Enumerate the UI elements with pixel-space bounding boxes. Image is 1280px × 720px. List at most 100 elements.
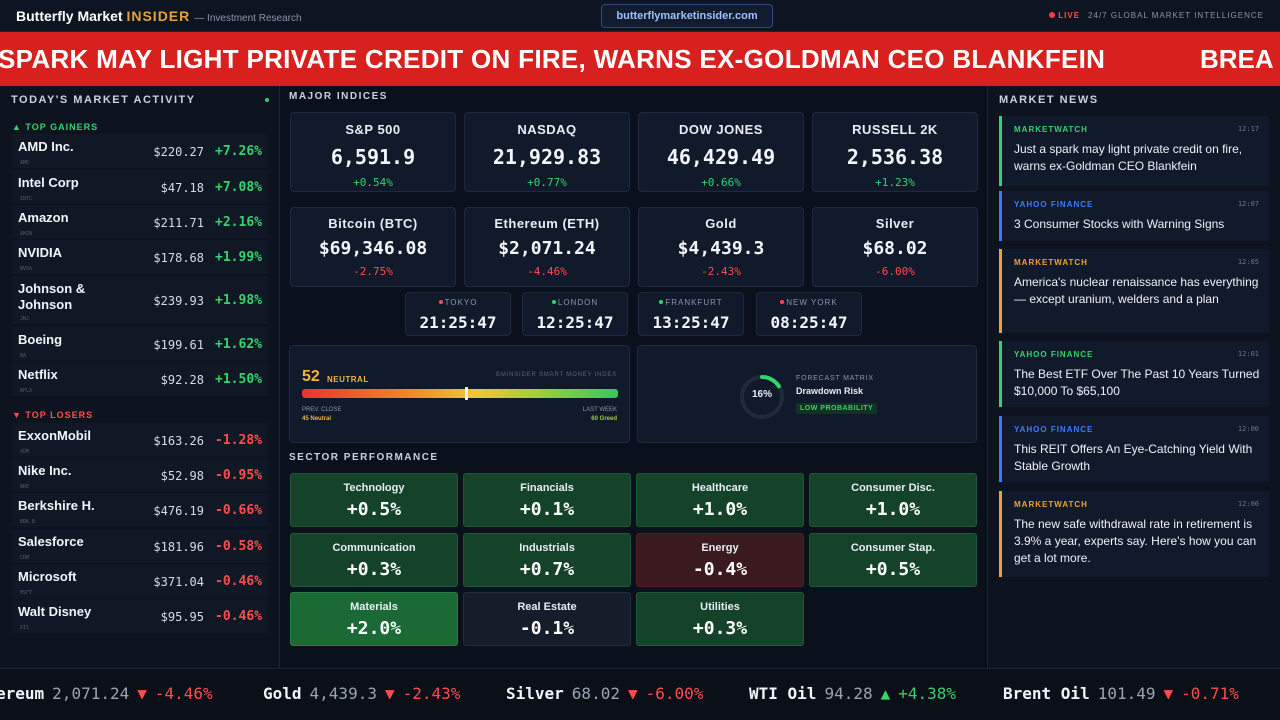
stock-row[interactable]: NVIDIA NVDA $178.68 +1.99% bbox=[12, 240, 268, 274]
stock-row[interactable]: Berkshire H. BRK.B $476.19 -0.66% bbox=[12, 493, 268, 527]
stock-row[interactable]: ExxonMobil XOM $163.26 -1.28% bbox=[12, 423, 268, 457]
index-card[interactable]: NASDAQ 21,929.83 +0.77% bbox=[464, 112, 630, 192]
index-name: Silver bbox=[875, 216, 915, 231]
stock-row[interactable]: Netflix NFLX $92.28 +1.50% bbox=[12, 362, 268, 396]
sector-tile[interactable]: Consumer Stap. +0.5% bbox=[809, 532, 977, 587]
stock-name: Amazon bbox=[18, 210, 69, 225]
sector-tile[interactable]: Industrials +0.7% bbox=[463, 532, 631, 587]
news-item[interactable]: YAHOO FINANCE 12:00 This REIT Offers An Ey… bbox=[999, 416, 1269, 482]
index-card[interactable]: Ethereum (ETH) $2,071.24 -4.46% bbox=[464, 207, 630, 287]
stock-name: Intel Corp bbox=[18, 175, 79, 190]
news-item[interactable]: MARKETWATCH 12:05 America's nuclear renais… bbox=[999, 249, 1269, 333]
sector-change: +0.3% bbox=[692, 618, 748, 639]
breaking-news-banner[interactable]: SPARK MAY LIGHT PRIVATE CREDIT ON FIRE, … bbox=[0, 32, 1280, 86]
stock-name: Walt Disney bbox=[18, 604, 92, 619]
sector-tile[interactable]: Energy -0.4% bbox=[636, 532, 804, 587]
brand-logo[interactable]: Butterfly Market INSIDER — Investment Res… bbox=[16, 8, 302, 24]
stock-price: $92.28 bbox=[160, 373, 204, 387]
stock-name: Nike Inc. bbox=[18, 463, 72, 478]
major-indices-title: MAJOR INDICES bbox=[289, 91, 388, 102]
clock-city: TOKYO bbox=[406, 298, 510, 307]
stock-row[interactable]: Boeing BA $199.61 +1.62% bbox=[12, 327, 268, 361]
world-clock-new-york: NEW YORK 08:25:47 bbox=[756, 292, 862, 336]
index-value: 21,929.83 bbox=[492, 145, 602, 169]
market-activity-title: TODAY'S MARKET ACTIVITY bbox=[11, 94, 196, 106]
news-headline: Just a spark may light private credit on… bbox=[1014, 142, 1243, 173]
index-change: +0.54% bbox=[353, 176, 393, 189]
stock-row[interactable]: Salesforce CRM $181.96 -0.58% bbox=[12, 529, 268, 563]
clock-city: NEW YORK bbox=[757, 298, 861, 307]
clock-status-dot-icon bbox=[780, 300, 785, 304]
news-time: 12:00 bbox=[1237, 500, 1259, 508]
smart-money-index-card[interactable]: 52 NEUTRAL BMINSIDER SMART MONEY INDEX P… bbox=[289, 345, 630, 443]
stock-name: Salesforce bbox=[18, 534, 84, 549]
ticker-name: Brent Oil bbox=[1003, 684, 1090, 703]
news-item[interactable]: YAHOO FINANCE 12:07 3 Consumer Stocks with… bbox=[999, 191, 1269, 241]
sector-tile[interactable]: Consumer Disc. +1.0% bbox=[809, 473, 977, 527]
stock-row[interactable]: Johnson & Johnson JNJ $239.93 +1.98% bbox=[12, 276, 268, 324]
index-card[interactable]: Gold $4,439.3 -2.43% bbox=[638, 207, 804, 287]
top-losers-label: ▼ TOP LOSERS bbox=[12, 410, 94, 420]
index-card[interactable]: S&P 500 6,591.9 +0.54% bbox=[290, 112, 456, 192]
sector-name: Consumer Stap. bbox=[850, 541, 936, 554]
index-card[interactable]: Bitcoin (BTC) $69,346.08 -2.75% bbox=[290, 207, 456, 287]
sentiment-index-name: BMINSIDER SMART MONEY INDEX bbox=[496, 372, 617, 378]
sector-tile[interactable]: Materials +2.0% bbox=[290, 592, 458, 646]
ticker-price: 2,071.24 bbox=[52, 684, 130, 703]
stock-change: -0.46% bbox=[215, 574, 262, 589]
news-item[interactable]: YAHOO FINANCE 12:01 The Best ETF Over The … bbox=[999, 341, 1269, 407]
arrow-down-icon: ▼ bbox=[1163, 684, 1174, 703]
news-source: YAHOO FINANCE bbox=[1014, 350, 1094, 359]
ticker-item[interactable]: Brent Oil 101.49 ▼ -0.71% bbox=[1003, 684, 1239, 703]
stock-row[interactable]: AMD Inc. AMD $220.27 +7.26% bbox=[12, 134, 268, 168]
status-dot-icon bbox=[265, 98, 269, 102]
news-item[interactable]: MARKETWATCH 12:00 The new safe withdrawal … bbox=[999, 491, 1269, 577]
stock-row[interactable]: Intel Corp INTC $47.18 +7.08% bbox=[12, 170, 268, 204]
index-name: RUSSELL 2K bbox=[852, 122, 938, 137]
sector-tile[interactable]: Healthcare +1.0% bbox=[636, 473, 804, 527]
stock-price: $371.04 bbox=[153, 575, 204, 589]
sector-tile[interactable]: Technology +0.5% bbox=[290, 473, 458, 527]
index-card[interactable]: RUSSELL 2K 2,536.38 +1.23% bbox=[812, 112, 978, 192]
stock-ticker: MSFT bbox=[20, 590, 33, 596]
sector-change: +0.3% bbox=[346, 558, 402, 580]
world-clock-tokyo: TOKYO 21:25:47 bbox=[405, 292, 511, 336]
ticker-item[interactable]: ereum 2,071.24 ▼ -4.46% bbox=[0, 684, 213, 703]
ticker-change: +4.38% bbox=[898, 684, 957, 703]
index-card[interactable]: DOW JONES 46,429.49 +0.66% bbox=[638, 112, 804, 192]
stock-price: $95.95 bbox=[160, 610, 204, 624]
news-item[interactable]: MARKETWATCH 12:17 Just a spark may light p… bbox=[999, 116, 1269, 186]
stock-name: Netflix bbox=[18, 367, 58, 382]
sector-name: Materials bbox=[350, 601, 398, 613]
ticker-item[interactable]: Silver 68.02 ▼ -6.00% bbox=[506, 684, 703, 703]
brand-accent: INSIDER bbox=[126, 8, 191, 24]
previous-close: PREV. CLOSE 45 Neutral bbox=[302, 406, 341, 424]
live-tagline: 24/7 GLOBAL MARKET INTELLIGENCE bbox=[1088, 11, 1264, 20]
stock-ticker: AMZN bbox=[20, 231, 33, 237]
ticker-change: -6.00% bbox=[645, 684, 704, 703]
stock-change: +7.08% bbox=[215, 180, 262, 195]
ticker-item[interactable]: WTI Oil 94.28 ▲ +4.38% bbox=[749, 684, 956, 703]
stock-price: $220.27 bbox=[153, 145, 204, 159]
sector-tile[interactable]: Utilities +0.3% bbox=[636, 592, 804, 646]
site-url-link[interactable]: butterflymarketinsider.com bbox=[601, 4, 773, 28]
index-change: +0.66% bbox=[701, 176, 741, 189]
index-name: NASDAQ bbox=[517, 122, 577, 137]
ticker-change: -4.46% bbox=[154, 684, 213, 703]
sector-tile[interactable]: Communication +0.3% bbox=[290, 532, 458, 587]
stock-row[interactable]: Microsoft MSFT $371.04 -0.46% bbox=[12, 564, 268, 598]
sector-change: +0.1% bbox=[519, 499, 575, 520]
forecast-matrix-card[interactable]: 16% FORECAST MATRIX Drawdown Risk LOW PR… bbox=[637, 345, 977, 443]
index-card[interactable]: Silver $68.02 -6.00% bbox=[812, 207, 978, 287]
stock-ticker: INTC bbox=[20, 196, 33, 202]
sentiment-label: NEUTRAL bbox=[327, 375, 369, 384]
stock-change: +1.50% bbox=[215, 372, 262, 387]
stock-price: $239.93 bbox=[153, 294, 204, 308]
stock-row[interactable]: Walt Disney DIS $95.95 -0.46% bbox=[12, 599, 268, 633]
sector-tile[interactable]: Financials +0.1% bbox=[463, 473, 631, 527]
sector-tile[interactable]: Real Estate -0.1% bbox=[463, 592, 631, 646]
stock-row[interactable]: Nike Inc. NKE $52.98 -0.95% bbox=[12, 458, 268, 492]
stock-row[interactable]: Amazon AMZN $211.71 +2.16% bbox=[12, 205, 268, 239]
ticker-item[interactable]: Gold 4,439.3 ▼ -2.43% bbox=[263, 684, 460, 703]
stock-name: AMD Inc. bbox=[18, 139, 74, 154]
